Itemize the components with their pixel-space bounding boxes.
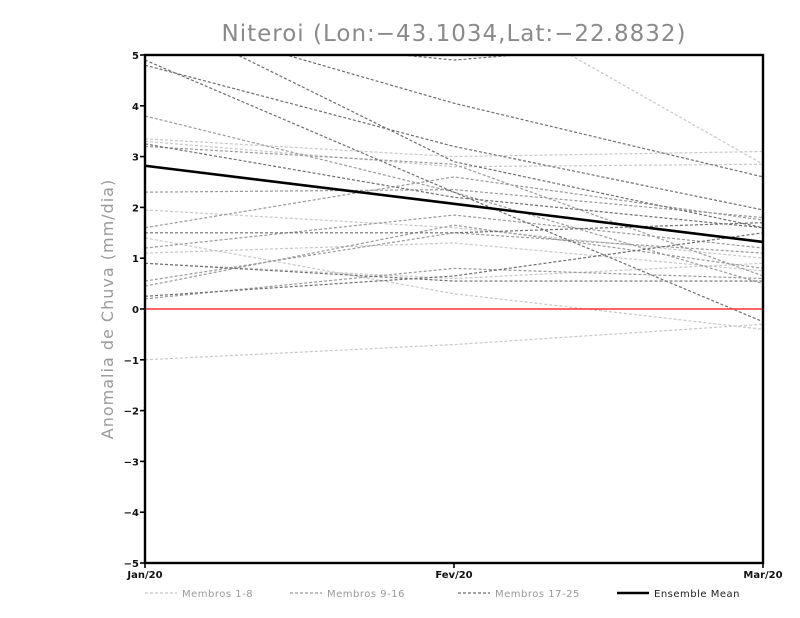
legend-label: Membros 1-8 <box>182 589 253 600</box>
member-line-7 <box>569 55 763 165</box>
member-line-25 <box>145 232 763 297</box>
y-tick-label: −1 <box>124 356 139 367</box>
y-tick-label: 1 <box>132 254 139 265</box>
legend-label: Membros 17-25 <box>495 589 580 600</box>
member-line-23 <box>145 262 763 282</box>
member-line-10 <box>145 214 763 249</box>
y-tick-label: −5 <box>124 559 139 570</box>
member-lines <box>145 55 763 361</box>
legend-label: Ensemble Mean <box>654 589 740 600</box>
y-tick-label: 5 <box>132 51 139 62</box>
x-axis-ticks: Jan/20 Fev/20 Mar/20 <box>126 563 783 581</box>
y-tick-label: 2 <box>132 203 139 214</box>
member-line-17 <box>145 59 763 323</box>
member-line-19 <box>396 55 524 61</box>
x-tick-label: Mar/20 <box>743 570 782 581</box>
member-line-2 <box>145 237 763 330</box>
x-tick-label: Fev/20 <box>435 570 472 581</box>
x-tick-label: Jan/20 <box>126 570 162 581</box>
member-line-24 <box>145 222 763 234</box>
legend: Membros 1-8 Membros 9-16 Membros 17-25 Ense… <box>145 589 740 600</box>
member-line-11 <box>145 176 763 229</box>
y-tick-label: 4 <box>132 102 139 113</box>
y-tick-label: 3 <box>132 153 139 164</box>
member-line-8 <box>145 262 763 280</box>
member-line-22 <box>145 143 763 229</box>
ensemble-mean-line <box>144 164 764 244</box>
member-line-4 <box>145 209 763 259</box>
member-line-16 <box>145 224 763 287</box>
member-line-14 <box>145 145 763 277</box>
chart-title: Niteroi (Lon:−43.1034,Lat:−22.8832) <box>222 21 687 47</box>
member-line-6 <box>145 140 763 168</box>
member-line-18 <box>145 64 763 211</box>
member-line-20 <box>284 55 763 178</box>
y-tick-label: −2 <box>124 407 139 418</box>
member-line-1 <box>145 323 763 361</box>
y-tick-label: −3 <box>124 457 139 468</box>
member-line-13 <box>145 267 763 300</box>
member-line-9 <box>145 115 763 285</box>
y-tick-label: −4 <box>124 508 139 519</box>
member-line-15 <box>145 189 763 219</box>
y-axis-label: Anomalia de Chuva (mm/dia) <box>98 179 117 439</box>
legend-label: Membros 9-16 <box>327 589 405 600</box>
member-line-3 <box>145 138 763 158</box>
member-line-21 <box>236 55 763 229</box>
y-axis-ticks: −5 −4 −3 −2 −1 0 1 2 3 4 5 <box>124 51 145 570</box>
member-line-5 <box>145 242 763 272</box>
y-tick-label: 0 <box>132 305 139 316</box>
member-line-12 <box>145 232 763 282</box>
